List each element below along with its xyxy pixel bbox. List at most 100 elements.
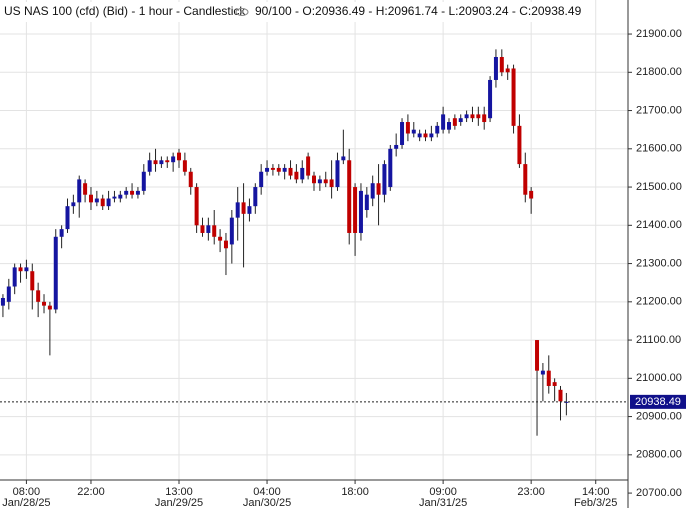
- candle-body: [294, 171, 299, 180]
- candle-body: [358, 190, 363, 233]
- y-tick-label: 21100.00: [636, 334, 681, 346]
- candle-body: [323, 179, 328, 184]
- candle-body: [335, 160, 340, 188]
- y-tick-label: 21400.00: [636, 219, 682, 231]
- candle-body: [435, 125, 440, 134]
- candle-body: [206, 225, 211, 233]
- candle-body: [347, 160, 352, 233]
- candle-body: [30, 271, 35, 291]
- candle-body: [141, 171, 146, 191]
- candle-body: [42, 301, 47, 306]
- candle-body: [558, 389, 563, 402]
- candle-body: [218, 236, 223, 241]
- candle-body: [493, 56, 498, 80]
- candle-body: [88, 194, 93, 203]
- y-tick-label: 21200.00: [636, 296, 682, 308]
- candle-body: [364, 194, 369, 211]
- candle-body: [499, 56, 504, 73]
- candle-body: [100, 198, 105, 207]
- candle-body: [112, 196, 117, 199]
- candle-body: [24, 267, 29, 272]
- candle-body: [282, 167, 287, 172]
- candle-body: [229, 217, 234, 245]
- candle-body: [77, 179, 82, 203]
- candle-body: [540, 370, 545, 375]
- candle-body: [223, 240, 228, 249]
- y-tick-label: 21500.00: [636, 181, 682, 193]
- candle-body: [470, 114, 475, 119]
- candle-body: [247, 206, 252, 214]
- candle-body: [446, 122, 451, 130]
- candle-body: [400, 122, 405, 145]
- candle-body: [53, 236, 58, 310]
- last-price-box: [630, 394, 686, 409]
- candle-body: [312, 175, 316, 184]
- date-label: Jan/29/25: [155, 497, 203, 508]
- candle-body: [306, 156, 311, 176]
- candle-body: [329, 179, 334, 188]
- candle-body: [464, 114, 469, 119]
- candle-body: [36, 290, 41, 302]
- candle-body: [18, 267, 23, 272]
- candle-body: [511, 68, 516, 126]
- candle-body: [458, 118, 463, 123]
- candle-body: [147, 160, 152, 172]
- candle-body: [317, 179, 322, 184]
- candle-body: [83, 183, 88, 195]
- candle-body: [153, 160, 158, 165]
- candle-body: [200, 225, 205, 233]
- plot-area: [0, 0, 628, 480]
- x-tick-label: 08:00: [13, 486, 41, 498]
- candle-body: [341, 156, 346, 161]
- candle-body: [353, 187, 358, 233]
- candle-body: [182, 160, 187, 172]
- y-tick-label: 21300.00: [636, 257, 682, 269]
- candle-body: [394, 144, 399, 149]
- candle-body: [564, 401, 569, 403]
- date-label: Jan/30/25: [243, 497, 291, 508]
- header-bg: [0, 2, 556, 22]
- x-tick-label: 13:00: [165, 486, 193, 498]
- candle-body: [59, 229, 64, 237]
- candle-body: [517, 125, 522, 165]
- x-tick-label: 14:00: [582, 486, 610, 498]
- y-tick-label: 20700.00: [636, 487, 682, 499]
- date-label: Jan/31/25: [419, 497, 467, 508]
- chart-subtitle: 90/100 - O:20936.49 - H:20961.74 - L:209…: [255, 4, 582, 18]
- date-label: Jan/28/25: [2, 497, 50, 508]
- candle-body: [417, 133, 422, 138]
- candle-body: [288, 167, 293, 176]
- y-tick-label: 21600.00: [636, 143, 682, 155]
- candle-body: [6, 286, 11, 302]
- candle-body: [529, 190, 534, 199]
- candle-body: [94, 198, 99, 203]
- candle-body: [253, 187, 258, 207]
- y-tick-label: 21800.00: [636, 66, 682, 78]
- candle-body: [423, 133, 428, 138]
- candle-body: [259, 171, 264, 188]
- candle-body: [523, 164, 528, 195]
- candle-body: [482, 114, 487, 123]
- candle-body: [47, 305, 52, 310]
- x-tick-label: 22:00: [77, 486, 105, 498]
- candle-body: [535, 340, 540, 371]
- candle-body: [382, 164, 387, 195]
- x-tick-label: 23:00: [517, 486, 545, 498]
- candle-body: [476, 114, 481, 119]
- candle-body: [552, 382, 557, 386]
- y-tick-label: 20800.00: [636, 449, 682, 461]
- candle-body: [265, 167, 270, 172]
- candle-body: [241, 202, 246, 214]
- candle-body: [159, 160, 164, 165]
- y-tick-label: 20900.00: [636, 410, 682, 422]
- candle-body: [130, 190, 135, 195]
- y-tick-label: 21700.00: [636, 104, 682, 116]
- x-tick-label: 18:00: [341, 486, 369, 498]
- candle-body: [118, 194, 123, 199]
- chart-title: US NAS 100 (cfd) (Bid) - 1 hour - Candle…: [4, 4, 246, 18]
- candle-body: [165, 160, 170, 163]
- candle-body: [12, 267, 17, 287]
- eye-icon: [235, 8, 249, 16]
- candle-body: [212, 225, 217, 237]
- candle-body: [177, 152, 182, 161]
